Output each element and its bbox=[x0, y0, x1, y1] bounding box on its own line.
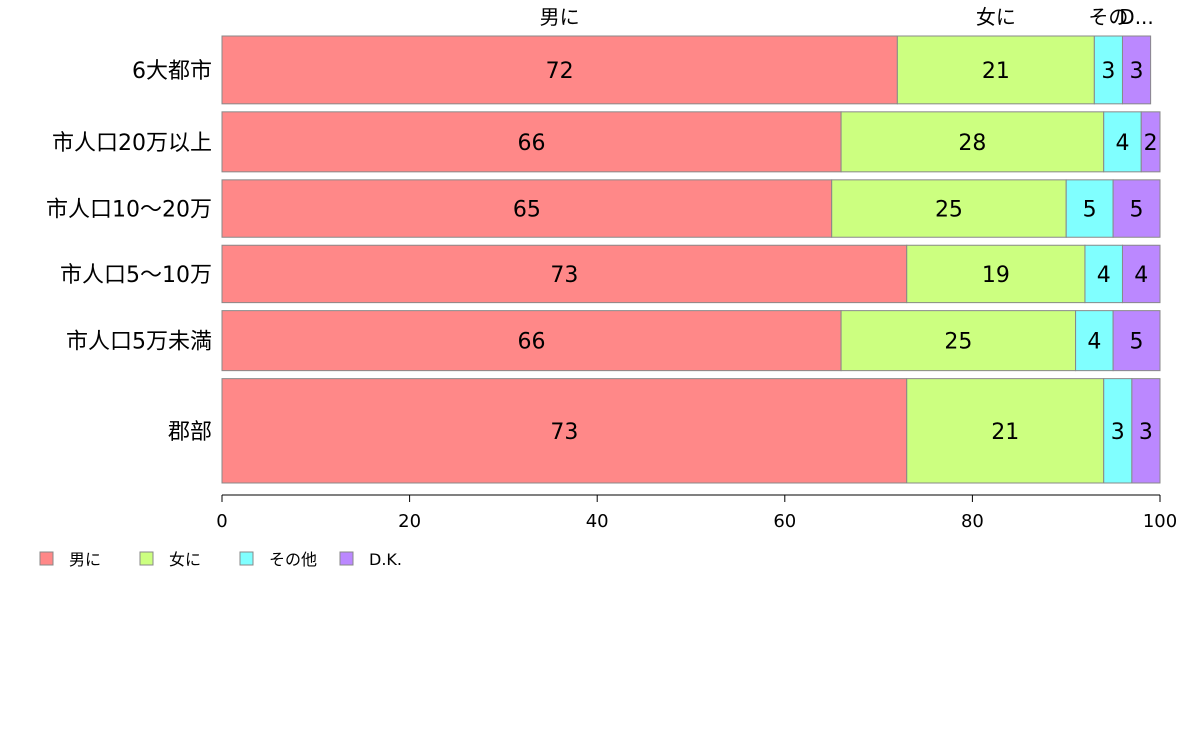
bar-segment bbox=[1121, 35, 1152, 105]
segment-value-label: 25 bbox=[935, 198, 963, 223]
bar-segment bbox=[1084, 244, 1123, 304]
legend-label: 男に bbox=[69, 550, 101, 569]
bar-segment bbox=[1121, 244, 1161, 304]
segment-value-label: 73 bbox=[550, 420, 578, 445]
x-tick-label: 60 bbox=[773, 511, 796, 532]
bar-segment bbox=[1112, 310, 1161, 372]
category-label: 6大都市 bbox=[132, 59, 212, 84]
segment-value-label: 2 bbox=[1144, 131, 1158, 156]
category-label: 郡部 bbox=[168, 420, 212, 445]
legend-swatch bbox=[339, 551, 354, 566]
segment-header-label: 男に bbox=[540, 5, 580, 29]
x-tick-label: 20 bbox=[398, 511, 421, 532]
bar-segment bbox=[1093, 35, 1123, 105]
segment-value-label: 72 bbox=[546, 59, 574, 84]
segment-value-label: 65 bbox=[513, 198, 541, 223]
bar-segment bbox=[840, 310, 1077, 372]
bar-segment bbox=[1140, 111, 1161, 173]
segment-value-label: 19 bbox=[982, 263, 1010, 288]
segment-value-label: 3 bbox=[1130, 59, 1144, 84]
segment-value-label: 4 bbox=[1115, 131, 1129, 156]
segment-value-label: 25 bbox=[944, 330, 972, 355]
bar-segment bbox=[1131, 378, 1161, 484]
category-label: 市人口5〜10万 bbox=[60, 263, 212, 288]
segment-value-label: 5 bbox=[1130, 330, 1144, 355]
bar-segment bbox=[221, 111, 842, 173]
bar-segment bbox=[906, 378, 1105, 484]
legend: 男に 女に その他 D.K. bbox=[39, 550, 402, 569]
segment-value-label: 4 bbox=[1097, 263, 1111, 288]
x-axis: 0 20 40 60 80 100 bbox=[216, 494, 1177, 532]
bar-segment bbox=[1112, 179, 1161, 238]
segment-value-label: 66 bbox=[518, 330, 546, 355]
legend-swatch bbox=[139, 551, 154, 566]
category-label: 市人口20万以上 bbox=[52, 131, 212, 156]
segment-header-labels: 男に 女に そのD... bbox=[540, 5, 1154, 29]
segment-value-label: 3 bbox=[1111, 420, 1125, 445]
x-tick-label: 0 bbox=[216, 511, 227, 532]
bar-segment bbox=[840, 111, 1105, 173]
segment-header-label: その bbox=[1088, 5, 1128, 29]
bars-area: 72 21 3 366 28 4 265 25 5 573 19 4 466 25 4 573 21 3 3 bbox=[221, 35, 1161, 484]
bar-segment bbox=[1075, 310, 1114, 372]
x-tick-label: 100 bbox=[1143, 511, 1177, 532]
segment-value-label: 66 bbox=[518, 131, 546, 156]
legend-swatch bbox=[39, 551, 54, 566]
segment-header-label: 女に bbox=[976, 5, 1016, 29]
segment-value-label: 4 bbox=[1134, 263, 1148, 288]
bar-segment bbox=[831, 179, 1067, 238]
category-label: 市人口5万未満 bbox=[66, 330, 212, 355]
segment-value-label: 73 bbox=[550, 263, 578, 288]
segment-value-label: 3 bbox=[1139, 420, 1153, 445]
legend-label: D.K. bbox=[369, 550, 402, 569]
bar-segment bbox=[221, 179, 833, 238]
bar-segment bbox=[221, 35, 898, 105]
legend-swatch bbox=[239, 551, 254, 566]
legend-label: その他 bbox=[269, 550, 317, 569]
segment-value-label: 4 bbox=[1087, 330, 1101, 355]
bar-segment bbox=[906, 244, 1086, 304]
bar-segment bbox=[221, 378, 908, 484]
segment-value-label: 21 bbox=[982, 59, 1010, 84]
category-label: 市人口10〜20万 bbox=[46, 198, 212, 223]
bar-segment bbox=[221, 244, 908, 304]
x-tick-label: 40 bbox=[586, 511, 609, 532]
segment-value-label: 5 bbox=[1130, 198, 1144, 223]
segment-value-label: 21 bbox=[991, 420, 1019, 445]
segment-value-label: 5 bbox=[1083, 198, 1097, 223]
segment-value-label: 28 bbox=[958, 131, 986, 156]
segment-value-label: 3 bbox=[1101, 59, 1115, 84]
bar-segment bbox=[896, 35, 1095, 105]
x-tick-label: 80 bbox=[961, 511, 984, 532]
segment-header-label: D... bbox=[1119, 5, 1153, 29]
bar-segment bbox=[1065, 179, 1114, 238]
legend-label: 女に bbox=[169, 550, 201, 569]
